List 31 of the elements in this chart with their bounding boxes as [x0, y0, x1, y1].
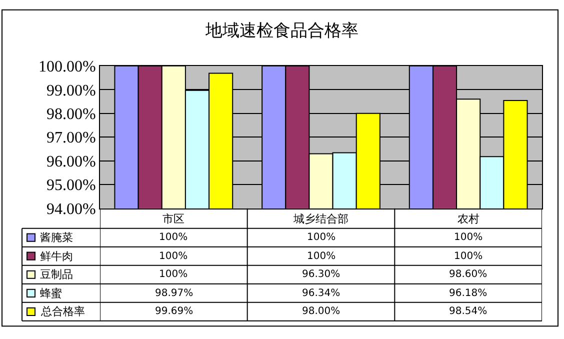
data-label: 98.60%	[449, 269, 488, 280]
y-tick-label: 96.00%	[46, 153, 96, 170]
data-label: 99.69%	[155, 306, 194, 317]
data-label: 100%	[307, 251, 336, 262]
data-label: 98.00%	[302, 306, 340, 317]
y-tick-label: 94.00%	[46, 200, 96, 218]
y-tick-label: 98.00%	[46, 106, 96, 123]
x-tick-label: 农村	[457, 212, 480, 226]
x-tick-label: 市区	[162, 212, 185, 226]
data-label: 98.97%	[155, 288, 194, 299]
legend-label: 鲜牛肉	[40, 250, 73, 263]
data-label: 100%	[159, 232, 188, 243]
data-label: 96.18%	[449, 288, 488, 299]
data-label: 100%	[159, 269, 188, 280]
y-tick-label: 97.00%	[46, 130, 96, 147]
data-label: 100%	[454, 232, 483, 243]
data-label: 100%	[159, 251, 188, 262]
legend-label: 豆制品	[40, 268, 73, 281]
legend-label: 总合格率	[40, 305, 85, 318]
y-tick-label: 99.00%	[46, 82, 96, 100]
data-label: 98.54%	[449, 306, 488, 317]
y-tick-label: 95.00%	[46, 177, 96, 194]
x-tick-label: 城乡结合部	[292, 212, 348, 226]
y-tick-label: 100.00%	[38, 58, 96, 76]
legend-label: 酱腌菜	[40, 231, 73, 244]
legend-label: 蜂蜜	[40, 287, 62, 300]
data-label: 100%	[307, 232, 336, 243]
data-label: 96.30%	[302, 269, 340, 280]
data-label: 100%	[454, 251, 483, 262]
chart-title: 地域速检食品合格率	[204, 20, 358, 41]
data-label: 96.34%	[302, 288, 340, 299]
